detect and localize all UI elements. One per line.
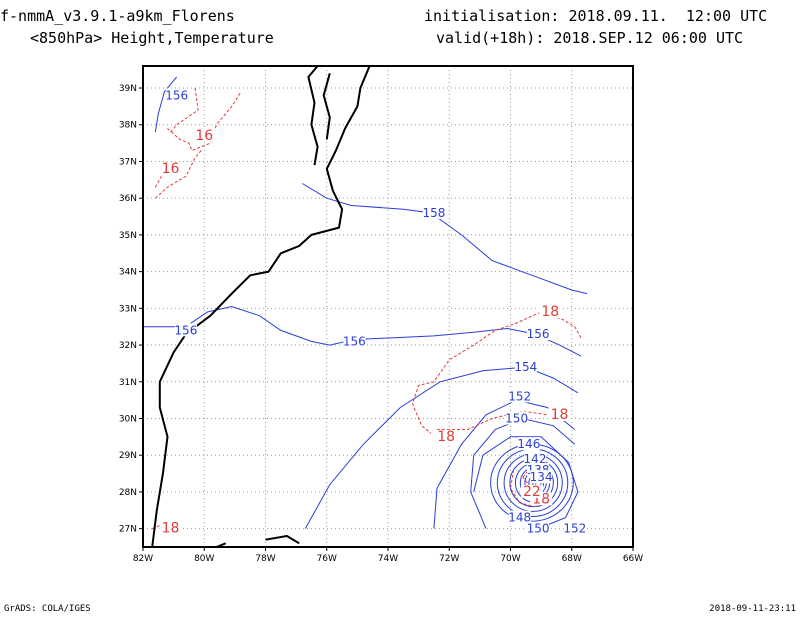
height-contour-label: 156 — [165, 88, 188, 102]
lon-tick-label: 70W — [500, 554, 520, 564]
height-contour-label-bg — [527, 521, 550, 535]
height-contours — [143, 76, 588, 529]
temperature-contour-label: 18 — [437, 429, 455, 445]
height-contour-label-bg — [524, 451, 546, 465]
lon-tick-label: 78W — [255, 554, 275, 564]
temperature-contour-line — [154, 150, 202, 199]
temperature-contour-line — [154, 175, 162, 188]
coastline — [151, 65, 371, 548]
height-contour-label-bg — [514, 360, 537, 374]
height-contour-label: 152 — [563, 522, 586, 536]
temperature-contour-label-bg — [435, 429, 458, 443]
height-contour-label: 158 — [422, 206, 445, 220]
footer-credit: GrADS: COLA/IGES — [4, 604, 91, 614]
height-contour-label: 150 — [527, 522, 550, 536]
height-contour-label-bg — [508, 510, 531, 524]
temperature-contour-line — [522, 465, 542, 490]
height-contour-label-bg — [517, 437, 540, 451]
coastline-segment — [322, 73, 331, 140]
lat-tick-label: 39N — [119, 84, 137, 94]
lat-tick-label: 35N — [119, 231, 137, 241]
height-contour-label-bg — [422, 205, 445, 219]
init-label: initialisation: — [424, 7, 560, 25]
valid-value: 2018.SEP.12 06:00 UTC — [553, 29, 744, 47]
lat-tick-label: 31N — [119, 378, 137, 388]
lat-tick-label: 36N — [119, 194, 137, 204]
temperature-contour-label-bg — [548, 407, 571, 421]
temperature-contour-label-bg — [539, 305, 562, 319]
coastline-segment — [265, 535, 300, 545]
height-contour-label: 154 — [514, 360, 537, 374]
lon-tick-label: 72W — [439, 554, 459, 564]
temperature-contour-label: 16 — [195, 128, 213, 144]
height-contour-label: 148 — [508, 511, 531, 525]
height-contour-label-bg — [530, 470, 553, 484]
temperature-contour-line — [437, 410, 548, 430]
height-contour-label: 150 — [505, 411, 528, 425]
lat-tick-label: 38N — [119, 121, 137, 131]
height-contour-label: 146 — [517, 437, 540, 451]
init-value: 2018.09.11. 12:00 UTC — [568, 7, 768, 25]
height-contour-label-bg — [527, 327, 550, 341]
lon-tick-label: 74W — [378, 554, 398, 564]
height-contour-label: 134 — [530, 470, 553, 484]
field-title: <850hPa> Height,Temperature — [30, 29, 274, 47]
temperature-contour-label: 18 — [551, 407, 569, 423]
lon-tick-label: 66W — [623, 554, 643, 564]
lon-tick-label: 68W — [562, 554, 582, 564]
model-title: f-nmmA_v3.9.1-a9km_Florens — [0, 7, 235, 25]
lat-tick-label: 29N — [119, 451, 137, 461]
height-contour-label-bg — [174, 323, 197, 337]
valid-label: valid(+18h): — [436, 29, 545, 47]
lat-tick-label: 37N — [119, 157, 137, 167]
height-contour-label-bg — [563, 521, 586, 535]
lat-tick-label: 34N — [119, 268, 137, 278]
height-contour-line — [154, 76, 178, 133]
temperature-contour-label-bg — [159, 521, 182, 535]
temperature-contour-label: 18 — [541, 304, 559, 320]
lon-tick-label: 82W — [133, 554, 153, 564]
height-contour-line — [433, 399, 576, 529]
map-grid — [143, 66, 633, 547]
height-contour-label: 156 — [527, 327, 550, 341]
height-contour-line — [304, 366, 579, 529]
map-axes: 82W 80W 78W 76W 74W 72W 70W 68W 66W 27N 28N 29N 30N 3… — [119, 65, 643, 564]
height-contour-label-bg — [343, 334, 366, 348]
valid-line: valid(+18h): 2018.SEP.12 06:00 UTC — [436, 30, 743, 46]
initialisation-line: initialisation: 2018.09.11. 12:00 UTC — [424, 8, 767, 24]
temperature-contour-label-bg — [159, 161, 182, 175]
lat-tick-label: 33N — [119, 304, 137, 314]
height-contour-line — [473, 436, 579, 526]
temperature-contour-label-bg — [193, 128, 216, 142]
center-temperature-label-bg — [520, 484, 543, 498]
temperature-contour-label: 18 — [162, 521, 180, 537]
height-contour-label: 142 — [524, 452, 547, 466]
temperature-contour-label: 16 — [162, 161, 180, 177]
temperature-contour-line — [411, 311, 582, 434]
coastline-segment — [307, 65, 319, 166]
height-contour-line — [302, 183, 588, 295]
height-contour-label-bg — [505, 411, 528, 425]
height-contour-label: 156 — [174, 323, 197, 337]
height-contour-label: 152 — [508, 389, 531, 403]
lat-tick-label: 28N — [119, 488, 137, 498]
temperature-contour-line — [170, 87, 199, 133]
lon-tick-label: 80W — [194, 554, 214, 564]
footer-timestamp: 2018-09-11-23:11 — [709, 604, 796, 614]
height-contour-line — [470, 417, 576, 529]
center-temperature-label: 22 — [523, 484, 541, 500]
lon-tick-label: 76W — [317, 554, 337, 564]
lat-tick-label: 30N — [119, 414, 137, 424]
height-contour-label-bg — [508, 389, 531, 403]
height-contour-label: 156 — [343, 334, 366, 348]
height-contour-label-bg — [165, 88, 188, 102]
contour-labels: 1561581561561561541521501461421381341481… — [159, 88, 586, 537]
coastline-segment — [151, 65, 371, 548]
lat-tick-label: 27N — [119, 525, 137, 535]
height-contour-line — [143, 305, 582, 357]
lat-tick-label: 32N — [119, 341, 137, 351]
